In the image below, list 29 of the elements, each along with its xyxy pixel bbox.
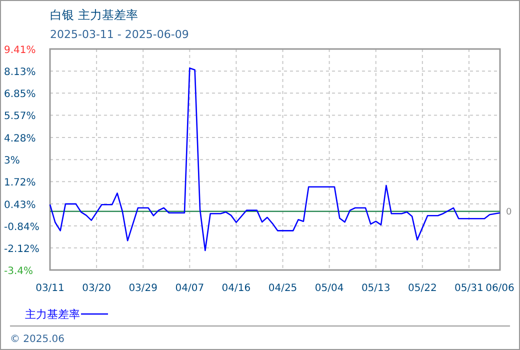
legend-label: 主力基差率 xyxy=(25,308,80,321)
x-tick-label: 05/13 xyxy=(361,283,390,294)
legend: 主力基差率 xyxy=(25,308,108,321)
x-tick-label: 04/25 xyxy=(268,283,298,294)
ref-line: 0 xyxy=(50,207,512,218)
y-tick-label: 3% xyxy=(4,156,20,167)
subtitle: 2025-03-11 - 2025-06-09 xyxy=(50,28,189,41)
x-tick-label: 03/11 xyxy=(36,283,64,294)
x-tick-label: 06/06 xyxy=(486,283,514,294)
y-tick-label: 9.41% xyxy=(4,45,36,56)
ref-line-label: 0 xyxy=(506,207,512,218)
x-tick-label: 04/16 xyxy=(222,283,251,294)
y-tick-label: 0.43% xyxy=(4,200,36,211)
title: 白银 主力基差率 xyxy=(50,8,138,22)
text: © 2025.06 xyxy=(10,334,65,345)
y-tick-label: 6.85% xyxy=(4,89,36,100)
x-tick-label: 04/07 xyxy=(175,283,204,294)
y-tick-label: -2.12% xyxy=(4,244,40,255)
y-tick-label: 5.57% xyxy=(4,111,36,122)
y-tick-label: 4.28% xyxy=(4,134,36,145)
y-tick-label: 1.72% xyxy=(4,178,36,189)
x-tick-label: 05/31 xyxy=(454,283,484,294)
x-tick-label: 05/04 xyxy=(314,283,344,294)
x-tick-label: 03/29 xyxy=(128,283,158,294)
y-tick-label: -3.4% xyxy=(4,266,34,277)
x-tick-label: 03/20 xyxy=(82,283,111,294)
y-tick-label: -0.84% xyxy=(4,222,40,233)
y-tick-label: 8.13% xyxy=(4,67,36,78)
x-tick-label: 05/22 xyxy=(408,283,437,294)
